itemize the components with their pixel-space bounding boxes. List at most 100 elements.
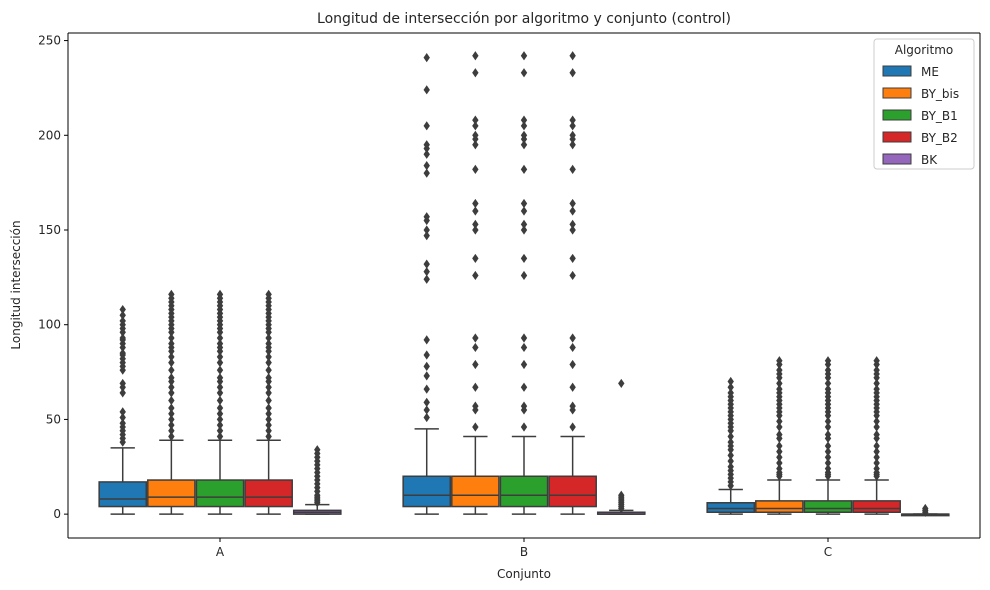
outlier-point [776, 452, 783, 462]
outlier-point [423, 121, 430, 131]
outlier-point [423, 361, 430, 371]
outlier-point [423, 160, 430, 171]
outlier-point [216, 388, 224, 398]
outlier-point [265, 289, 272, 300]
outlier-point [520, 51, 528, 61]
outlier-point [472, 401, 479, 411]
outlier-point [569, 121, 576, 131]
outlier-point [472, 206, 479, 216]
outlier-point [472, 342, 479, 353]
outlier-point [776, 356, 783, 366]
outlier-point [423, 140, 430, 150]
outlier-point [569, 51, 576, 61]
outlier-point [216, 333, 224, 343]
outlier-point [824, 429, 832, 440]
outlier-point [423, 259, 430, 269]
outlier-point [520, 121, 528, 131]
outlier-point [520, 333, 528, 343]
outlier-point [265, 414, 272, 425]
outlier-point [873, 422, 880, 432]
outlier-point [776, 378, 783, 389]
outlier-point [727, 382, 734, 392]
box [852, 500, 901, 513]
outlier-point [314, 445, 321, 455]
outlier-point [265, 373, 272, 383]
outlier-point [216, 365, 224, 375]
outlier-point [216, 339, 224, 349]
outlier-point [873, 458, 880, 468]
outlier-point [569, 333, 576, 343]
outlier-point [472, 270, 479, 281]
outlier-point [168, 339, 175, 349]
y-tick-label: 100 [38, 318, 61, 332]
outlier-point [472, 225, 479, 235]
outlier-point [727, 462, 734, 472]
outlier-point [873, 356, 880, 366]
outlier-point [824, 378, 832, 389]
outlier-point [824, 452, 832, 462]
outlier-point [168, 352, 175, 362]
outlier-point [168, 357, 175, 368]
outlier-point [423, 231, 430, 241]
outlier-point [618, 378, 625, 389]
outlier-point [119, 418, 126, 428]
outlier-point [265, 382, 272, 392]
outlier-point [520, 68, 528, 78]
outlier-point [423, 149, 430, 159]
outlier-point [216, 409, 224, 419]
outlier-point [776, 384, 783, 394]
outlier-point [216, 357, 224, 368]
outlier-point [569, 219, 576, 229]
outlier-point [119, 388, 126, 398]
outlier-point [824, 422, 832, 432]
legend-label: ME [921, 65, 939, 79]
outlier-point [824, 365, 832, 375]
outlier-point [423, 335, 430, 345]
outlier-point [216, 403, 224, 413]
outlier-point [168, 365, 175, 375]
outlier-point [520, 342, 528, 353]
outlier-point [873, 365, 880, 375]
box [548, 475, 597, 508]
legend-label: BY_B1 [921, 109, 958, 123]
outlier-point [216, 420, 224, 430]
outlier-point [119, 310, 126, 320]
outlier-point [423, 350, 430, 360]
outlier-point [472, 333, 479, 343]
outlier-point [168, 420, 175, 430]
outlier-point [119, 348, 126, 358]
outlier-point [216, 414, 224, 425]
outlier-point [119, 412, 126, 423]
legend-swatch [882, 87, 912, 99]
outlier-point [520, 270, 528, 281]
outlier-point [216, 352, 224, 362]
y-tick-label: 0 [53, 507, 61, 521]
outlier-point [873, 452, 880, 462]
outlier-point [520, 140, 528, 150]
outlier-point [472, 68, 479, 78]
outlier-point [119, 333, 126, 343]
outlier-point [265, 357, 272, 368]
outlier-point [776, 447, 783, 457]
outlier-point [168, 426, 175, 436]
outlier-point [824, 447, 832, 457]
outlier-point [824, 458, 832, 468]
outlier-point [423, 384, 430, 394]
outlier-point [216, 289, 224, 300]
outlier-point [727, 437, 734, 447]
legend: Algoritmo ME BY_bis BY_B1 BY_B2 BK [873, 38, 975, 170]
outlier-point [873, 464, 880, 474]
outlier-point [727, 431, 734, 442]
outlier-point [423, 85, 430, 95]
outlier-point [824, 384, 832, 394]
outlier-point [265, 426, 272, 436]
outlier-point [423, 371, 430, 381]
outlier-point [727, 450, 734, 461]
outlier-point [119, 304, 126, 315]
box [499, 475, 549, 508]
outlier-point [776, 422, 783, 432]
outlier-point [824, 464, 832, 474]
outlier-point [119, 378, 126, 389]
outlier-point [520, 359, 528, 370]
